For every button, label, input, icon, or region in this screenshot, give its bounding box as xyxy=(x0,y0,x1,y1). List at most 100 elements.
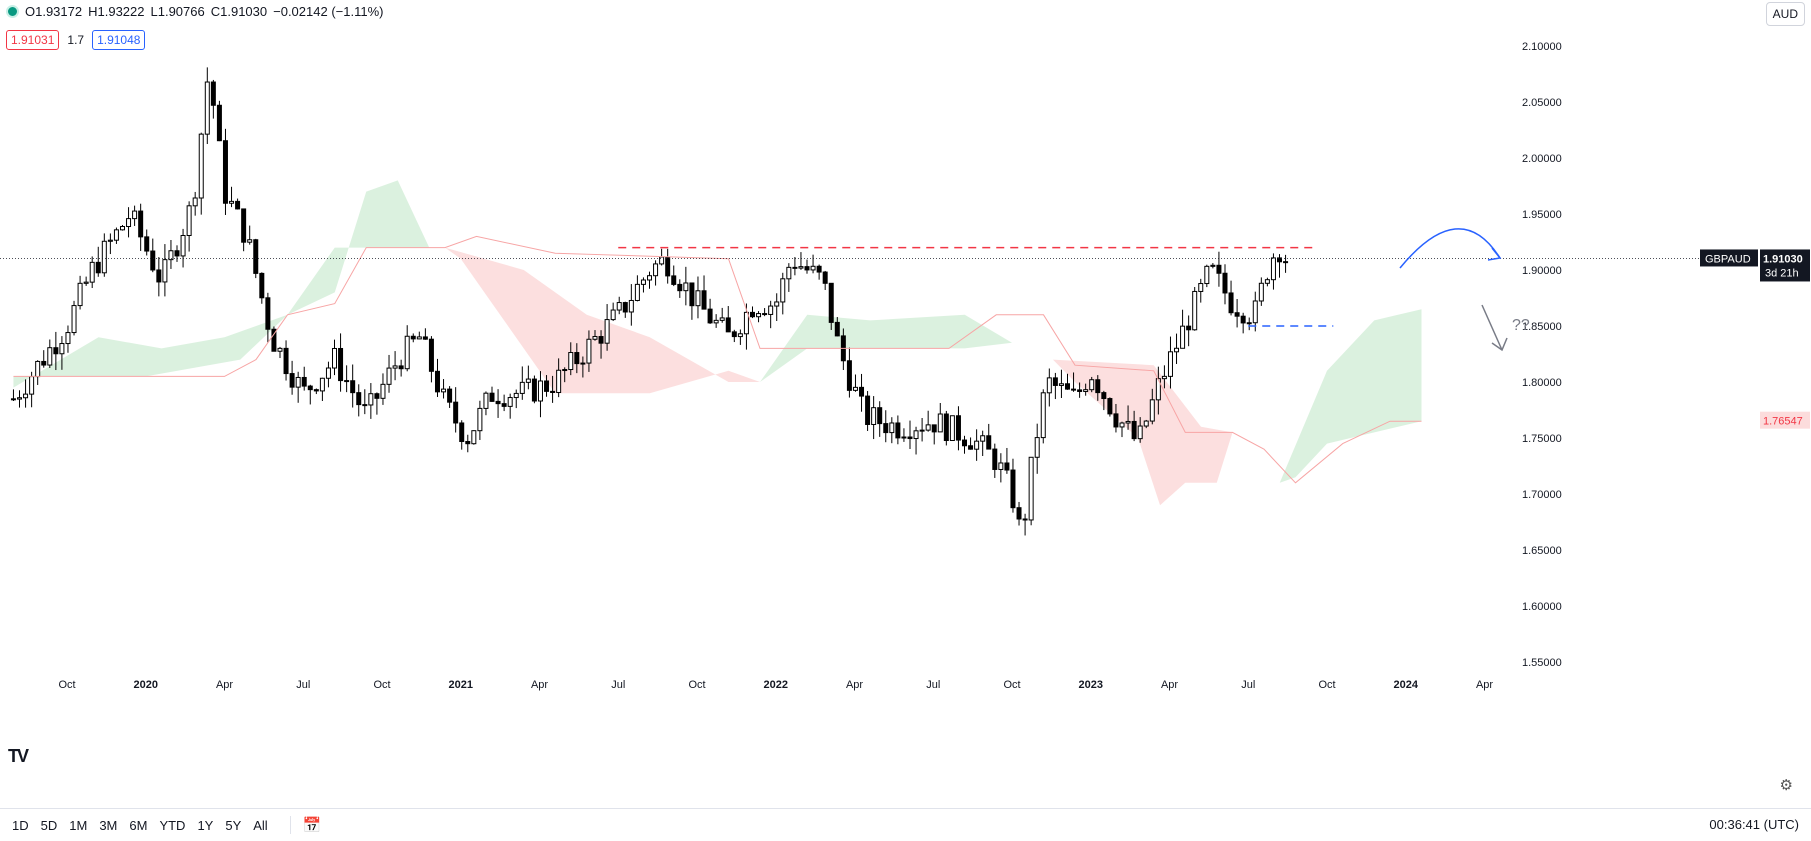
x-tick-label: Apr xyxy=(846,679,863,691)
candle-body xyxy=(307,385,313,391)
x-tick-label: 2021 xyxy=(449,679,473,691)
candle-body xyxy=(865,395,871,425)
calendar-icon[interactable]: 📅 xyxy=(289,816,321,834)
range-3m[interactable]: 3M xyxy=(99,817,118,833)
range-5y[interactable]: 5Y xyxy=(225,817,242,833)
candle-body xyxy=(95,261,101,274)
countdown-label: 3d 21h xyxy=(1765,267,1799,279)
x-tick-label: Oct xyxy=(688,679,705,691)
candle-body xyxy=(41,360,47,366)
candle-body xyxy=(101,240,107,274)
candle-body xyxy=(283,347,289,375)
x-tick-label: Apr xyxy=(1161,679,1178,691)
bid-price[interactable]: 1.91031 xyxy=(6,30,60,50)
candle-body xyxy=(1222,272,1228,294)
candle-body xyxy=(319,377,325,392)
candle-body xyxy=(550,390,556,393)
candle-body xyxy=(295,376,301,388)
annotation-text: ?? xyxy=(1512,317,1530,334)
range-1m[interactable]: 1M xyxy=(69,817,88,833)
candle-body xyxy=(325,367,331,379)
gear-icon[interactable]: ⚙ xyxy=(1779,777,1793,794)
down-arrow xyxy=(1481,304,1503,351)
range-buttons: 1D 5D 1M 3M 6M YTD 1Y 5Y All xyxy=(0,818,268,833)
baseline-line xyxy=(13,235,1422,484)
candle-body xyxy=(653,263,659,277)
x-axis: Oct 2020 Apr Jul Oct 2021 Apr Jul Oct 2022 Apr Jul O… xyxy=(58,679,1493,691)
candle-body xyxy=(671,275,677,285)
ask-price[interactable]: 1.91048 xyxy=(92,30,146,50)
candle-body xyxy=(1113,413,1119,428)
candle-body xyxy=(162,259,168,283)
candle-body xyxy=(126,218,132,228)
candle-body xyxy=(465,440,471,445)
candle-body xyxy=(1125,420,1131,424)
range-ytd[interactable]: YTD xyxy=(159,817,186,833)
y-tick-label: 1.90000 xyxy=(1522,265,1562,277)
range-1y[interactable]: 1Y xyxy=(197,817,214,833)
bid-ask: 1.91031 1.7 1.91048 xyxy=(6,30,146,50)
axis-labels: GBPAUD 1.91030 3d 21h 1.76547 xyxy=(1700,249,1810,429)
currency-button[interactable]: AUD xyxy=(1765,2,1805,26)
candle-body xyxy=(338,347,344,382)
candle-body xyxy=(356,392,362,406)
candle-body xyxy=(846,360,852,391)
candle-body xyxy=(332,347,338,369)
candle-body xyxy=(53,347,59,355)
candle-body xyxy=(986,435,992,450)
candle-body xyxy=(1052,377,1058,386)
candle-body xyxy=(138,210,144,238)
candle-body xyxy=(459,422,465,442)
candle-body xyxy=(29,376,35,395)
candle-body xyxy=(447,388,453,403)
range-5d[interactable]: 5D xyxy=(40,817,58,833)
candle-body xyxy=(1058,383,1064,386)
candle-body xyxy=(180,235,186,257)
candle-body xyxy=(622,302,628,313)
range-6m[interactable]: 6M xyxy=(129,817,148,833)
candle-body xyxy=(683,282,689,292)
y-tick-label: 1.80000 xyxy=(1522,377,1562,389)
candle-body xyxy=(483,392,489,409)
candle-body xyxy=(992,448,998,470)
x-tick-label: 2020 xyxy=(134,679,158,691)
candle-body xyxy=(247,239,253,243)
candle-body xyxy=(17,397,23,400)
candle-body xyxy=(1040,392,1046,439)
arc-arrowhead xyxy=(1487,247,1502,261)
candle-body xyxy=(816,265,822,273)
cloud-label-bg xyxy=(1760,411,1810,429)
candle-body xyxy=(253,239,259,274)
ohlc-legend: O1.93172 H1.93222 L1.90766 C1.91030 −0.0… xyxy=(6,4,383,19)
candle-body xyxy=(471,430,477,445)
candle-body xyxy=(562,369,568,372)
candle-body xyxy=(1216,264,1222,274)
tradingview-logo[interactable]: TV xyxy=(8,746,29,766)
candle-body xyxy=(1107,398,1113,415)
range-1d[interactable]: 1D xyxy=(12,817,29,833)
candle-body xyxy=(513,392,519,399)
candle-body xyxy=(113,229,119,241)
range-all[interactable]: All xyxy=(253,817,268,833)
x-tick-label: Apr xyxy=(216,679,233,691)
y-tick-label: 1.95000 xyxy=(1522,209,1562,221)
symbol-label: GBPAUD xyxy=(1705,253,1751,265)
candle-body xyxy=(277,347,283,352)
candle-body xyxy=(386,367,392,385)
candle-body xyxy=(23,393,29,399)
candle-body xyxy=(871,407,877,425)
candle-body xyxy=(198,133,204,199)
y-tick-label: 2.00000 xyxy=(1522,153,1562,165)
candle-body xyxy=(792,266,798,269)
candle-body xyxy=(1137,425,1143,440)
candle-body xyxy=(150,250,156,271)
candle-body xyxy=(229,200,235,204)
candle-body xyxy=(1210,264,1216,267)
candle-body xyxy=(580,362,586,365)
x-tick-label: 2023 xyxy=(1079,679,1103,691)
candle-body xyxy=(780,278,786,303)
candle-body xyxy=(677,283,683,292)
candle-body xyxy=(1264,279,1270,284)
clock: 00:36:41 (UTC) xyxy=(1709,817,1799,832)
